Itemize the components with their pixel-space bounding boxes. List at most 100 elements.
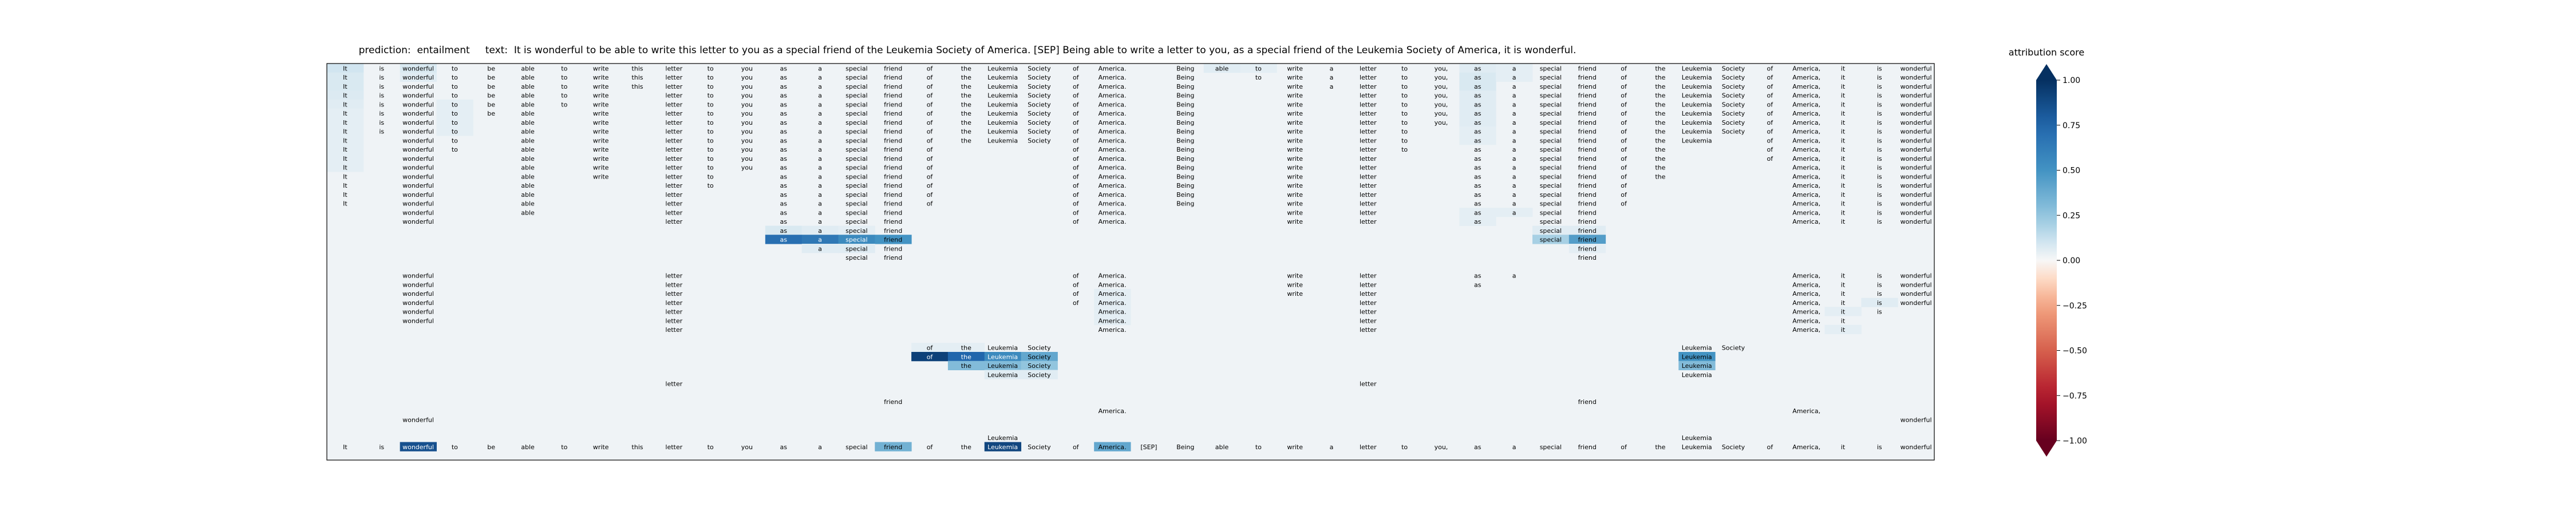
token-label: Society	[1028, 101, 1051, 108]
token-label: America,	[1792, 326, 1820, 334]
token-label: of	[1073, 155, 1080, 163]
token-label: you,	[1435, 65, 1448, 72]
token-label: a	[1512, 182, 1516, 189]
token-label: wonderful	[1901, 110, 1932, 117]
token-label: you	[741, 146, 753, 153]
token-label: this	[631, 74, 643, 81]
token-label: able	[521, 155, 535, 163]
token-label: wonderful	[402, 74, 434, 81]
token-label: wonderful	[402, 164, 434, 172]
token-label: it	[1841, 218, 1846, 225]
heat-cell	[984, 442, 1022, 451]
token-label: a	[818, 92, 822, 100]
token-label: special	[846, 137, 867, 144]
token-label: America,	[1792, 128, 1820, 136]
token-label: Society	[1722, 65, 1745, 72]
token-label: this	[631, 443, 643, 451]
token-label: friend	[884, 398, 902, 406]
token-label: a	[1330, 443, 1334, 451]
token-label: write	[1287, 209, 1303, 216]
token-label: friend	[884, 209, 902, 216]
heat-cell	[801, 244, 839, 253]
token-label: write	[1287, 290, 1303, 298]
token-label: Society	[1028, 371, 1051, 379]
heat-cell	[1094, 298, 1131, 307]
heat-cell	[1459, 126, 1496, 136]
token-label: letter	[1360, 74, 1377, 81]
token-label: Society	[1028, 92, 1051, 100]
token-label: is	[1877, 92, 1882, 100]
token-label: wonderful	[402, 119, 434, 126]
token-label: of	[1073, 200, 1080, 208]
heat-cell	[1532, 235, 1570, 244]
token-label: the	[1655, 110, 1665, 117]
token-label: America,	[1792, 74, 1820, 81]
token-label: it	[1841, 209, 1846, 216]
chart-title: prediction: entailment text: It is wonde…	[0, 45, 1935, 56]
token-label: America,	[1792, 137, 1820, 144]
token-label: letter	[665, 164, 682, 172]
token-label: special	[1540, 110, 1562, 117]
heat-cell	[1459, 81, 1496, 91]
token-label: wonderful	[1901, 74, 1932, 81]
token-label: to	[1255, 65, 1262, 72]
token-label: to	[708, 182, 714, 189]
token-label: is	[1877, 218, 1882, 225]
token-label: it	[1841, 272, 1846, 280]
token-label: as	[780, 101, 787, 108]
token-label: special	[1540, 443, 1562, 451]
token-label: to	[452, 74, 458, 81]
token-label: as	[780, 74, 787, 81]
token-label: friend	[1578, 173, 1597, 180]
colorbar-tick-label: −0.75	[2063, 391, 2087, 401]
token-label: letter	[665, 182, 682, 189]
token-label: as	[780, 443, 787, 451]
token-label: letter	[1360, 128, 1377, 136]
token-label: America,	[1792, 290, 1820, 298]
token-label: of	[1621, 92, 1627, 100]
token-label: it	[1841, 173, 1846, 180]
token-label: America,	[1792, 443, 1820, 451]
token-label: the	[961, 362, 971, 370]
token-label: special	[846, 110, 867, 117]
token-label: letter	[1360, 308, 1377, 316]
token-label: wonderful	[402, 110, 434, 117]
heat-cell	[327, 136, 364, 145]
token-label: the	[961, 101, 971, 108]
colorbar-label: attribution score	[2008, 47, 2085, 58]
token-label: is	[1877, 209, 1882, 216]
token-label: Leukemia	[987, 344, 1018, 352]
token-label: to	[452, 146, 458, 153]
token-label: of	[927, 155, 934, 163]
token-label: to	[1401, 101, 1408, 108]
token-label: of	[927, 128, 934, 136]
token-label: wonderful	[402, 65, 434, 72]
token-label: a	[1512, 164, 1516, 172]
token-label: Society	[1722, 344, 1745, 352]
token-label: America,	[1792, 407, 1820, 415]
token-label: write	[1287, 128, 1303, 136]
token-label: is	[1877, 173, 1882, 180]
token-label: America,	[1792, 155, 1820, 163]
token-label: to	[708, 101, 714, 108]
token-label: the	[961, 83, 971, 90]
token-label: is	[1877, 83, 1882, 90]
token-label: Society	[1722, 110, 1745, 117]
token-label: special	[1540, 236, 1562, 244]
token-label: of	[1073, 146, 1080, 153]
token-label: special	[1540, 146, 1562, 153]
token-label: wonderful	[402, 146, 434, 153]
token-label: is	[1877, 290, 1882, 298]
token-label: America.	[1099, 191, 1127, 199]
token-label: the	[1655, 128, 1665, 136]
token-label: the	[1655, 92, 1665, 100]
token-label: as	[1474, 209, 1481, 216]
token-label: Society	[1722, 101, 1745, 108]
token-label: as	[1474, 200, 1481, 208]
token-label: as	[1474, 74, 1481, 81]
token-label: as	[780, 92, 787, 100]
token-label: special	[1540, 209, 1562, 216]
token-label: Leukemia	[987, 119, 1018, 126]
text-label: text:	[485, 45, 508, 56]
token-label: wonderful	[1901, 290, 1932, 298]
